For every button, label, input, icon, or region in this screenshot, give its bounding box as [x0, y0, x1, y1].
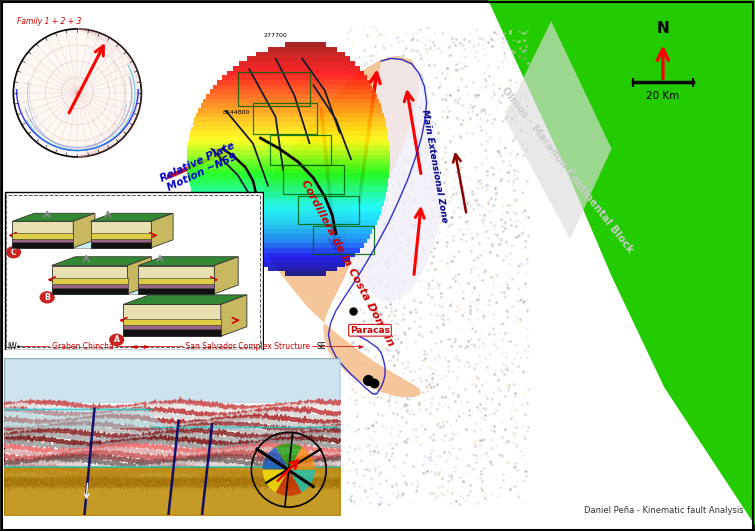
Wedge shape	[276, 443, 302, 470]
Polygon shape	[91, 238, 151, 242]
Polygon shape	[138, 288, 214, 294]
Bar	[201, 211, 381, 216]
Polygon shape	[138, 266, 214, 294]
Bar	[214, 229, 372, 234]
Polygon shape	[51, 266, 128, 294]
Bar	[196, 113, 384, 117]
Bar	[268, 267, 337, 271]
FancyBboxPatch shape	[4, 358, 340, 515]
Polygon shape	[123, 325, 220, 329]
Bar	[187, 159, 390, 164]
Bar	[217, 234, 370, 239]
Bar	[210, 225, 375, 229]
Bar	[188, 141, 389, 145]
Bar	[190, 131, 388, 136]
Polygon shape	[91, 221, 151, 248]
Text: Family 1 + 2 + 3: Family 1 + 2 + 3	[17, 16, 81, 25]
Bar	[206, 220, 377, 225]
Text: A: A	[114, 336, 119, 344]
Bar	[194, 117, 385, 122]
Bar	[199, 108, 382, 113]
Bar	[256, 52, 344, 56]
Polygon shape	[214, 257, 239, 294]
Text: B: B	[45, 293, 50, 302]
Polygon shape	[51, 278, 128, 284]
Bar	[233, 248, 359, 253]
Text: 8544800: 8544800	[223, 110, 250, 115]
Circle shape	[14, 29, 141, 157]
Bar	[187, 145, 390, 150]
Text: Main Extensional Zone: Main Extensional Zone	[420, 108, 448, 223]
Bar	[268, 47, 337, 52]
Polygon shape	[12, 233, 73, 238]
Bar	[191, 126, 387, 131]
Bar	[247, 258, 350, 262]
Wedge shape	[276, 470, 302, 496]
Bar	[190, 183, 388, 187]
Bar	[189, 136, 389, 141]
Bar	[285, 42, 325, 47]
Text: Cordillera de la Costa Dómain: Cordillera de la Costa Dómain	[299, 178, 396, 348]
Wedge shape	[288, 447, 315, 470]
Polygon shape	[73, 213, 95, 248]
Bar	[203, 99, 379, 103]
Bar	[285, 271, 325, 276]
Text: Daniel Peña - Kinematic fault Analysis: Daniel Peña - Kinematic fault Analysis	[584, 506, 744, 515]
Bar	[222, 75, 367, 80]
Polygon shape	[123, 304, 220, 336]
Polygon shape	[51, 284, 128, 288]
Polygon shape	[12, 221, 73, 248]
FancyBboxPatch shape	[5, 192, 263, 349]
Text: ────── Graben Chincha ──────►: ────── Graben Chincha ──────►	[22, 342, 150, 352]
Polygon shape	[487, 0, 755, 531]
Bar	[191, 187, 387, 192]
Bar	[187, 169, 390, 173]
Bar	[217, 80, 370, 84]
Polygon shape	[138, 278, 214, 284]
Circle shape	[6, 246, 21, 259]
Wedge shape	[263, 447, 288, 470]
Text: Paracas: Paracas	[350, 326, 390, 335]
Circle shape	[109, 333, 125, 346]
Bar	[214, 84, 372, 89]
Bar	[187, 155, 390, 159]
Bar	[193, 122, 386, 126]
Bar	[203, 216, 379, 220]
Polygon shape	[123, 295, 247, 304]
Polygon shape	[91, 213, 173, 221]
Polygon shape	[51, 257, 152, 266]
Bar	[210, 89, 375, 94]
Bar	[201, 103, 381, 108]
Bar	[187, 150, 390, 155]
Bar	[196, 201, 384, 206]
Circle shape	[39, 291, 55, 304]
Bar	[194, 196, 385, 201]
Text: N: N	[657, 21, 669, 36]
Bar	[256, 262, 344, 267]
Polygon shape	[138, 284, 214, 288]
Polygon shape	[128, 257, 152, 294]
Wedge shape	[263, 470, 288, 492]
Bar	[247, 56, 350, 61]
Bar	[193, 192, 386, 196]
Polygon shape	[12, 242, 73, 248]
Bar	[187, 164, 390, 169]
Bar	[222, 239, 367, 243]
Polygon shape	[123, 329, 220, 336]
Polygon shape	[119, 266, 138, 294]
Text: ◄────────── San Salvador Complex Structure ──────────►: ◄────────── San Salvador Complex Structu…	[131, 342, 365, 352]
Polygon shape	[51, 288, 128, 294]
Polygon shape	[220, 295, 247, 336]
Bar	[188, 173, 389, 178]
Polygon shape	[12, 213, 95, 221]
Text: SE: SE	[317, 342, 326, 352]
Polygon shape	[91, 233, 151, 238]
Text: 20 Km: 20 Km	[646, 91, 680, 101]
Bar	[233, 66, 359, 71]
Polygon shape	[230, 56, 421, 397]
Text: 277700: 277700	[263, 33, 288, 38]
Bar	[239, 61, 356, 66]
Bar	[206, 94, 377, 99]
Wedge shape	[288, 470, 315, 492]
